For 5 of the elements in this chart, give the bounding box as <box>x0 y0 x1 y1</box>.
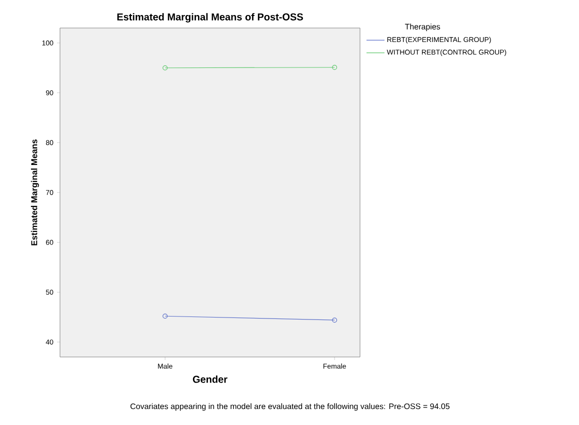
y-axis-title: Estimated Marginal Means <box>30 139 39 246</box>
legend-title: Therapies <box>404 24 440 32</box>
text: Covariates appearing in the model are evaluated at the following values: Pre-OSS = 94.05 <box>130 403 450 411</box>
chart-title: Estimated Marginal Means of Post-OSS <box>117 13 303 22</box>
x-axis-title: Gender <box>192 376 228 383</box>
